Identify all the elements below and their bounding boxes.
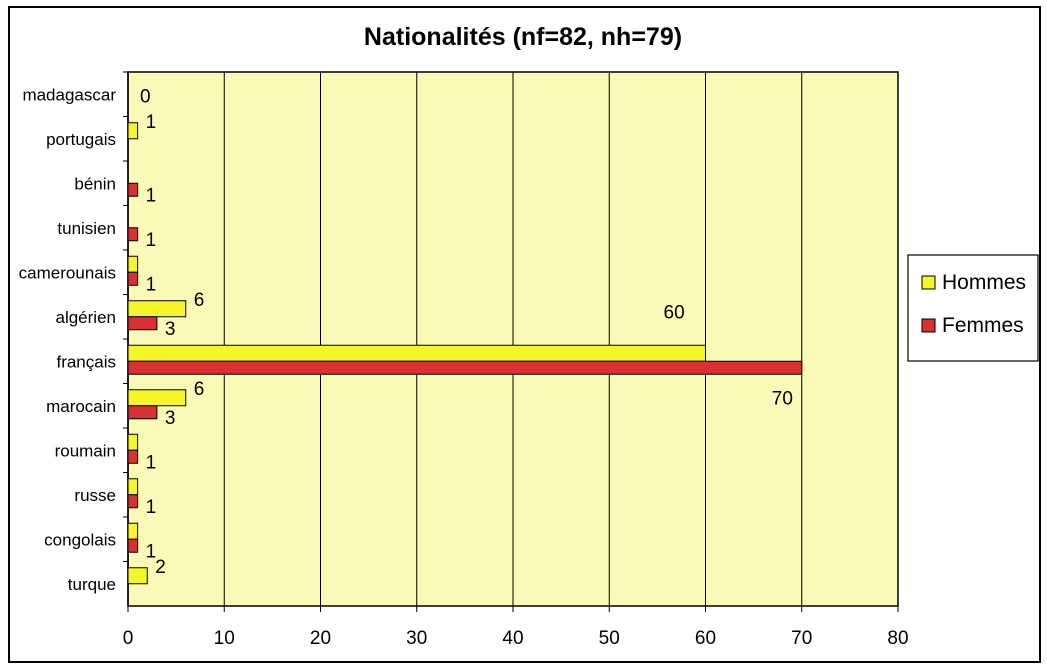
bar-femmes [127, 271, 139, 286]
bar-hommes [127, 478, 139, 496]
bar-hommes [127, 389, 187, 407]
bar-hommes [127, 433, 139, 451]
legend-swatch [921, 318, 936, 333]
data-label: 2 [155, 557, 166, 578]
bar-hommes [127, 255, 139, 273]
category-label: marocain [46, 397, 116, 416]
category-label: roumain [55, 441, 116, 460]
bar-hommes [127, 300, 187, 318]
category-label: turque [68, 575, 116, 594]
data-label: 6 [194, 290, 205, 311]
x-tick-label: 0 [123, 628, 134, 649]
bar-femmes [127, 494, 139, 509]
category-label: portugais [46, 130, 116, 149]
data-label: 0 [140, 86, 151, 107]
bar-hommes [127, 122, 139, 140]
category-label: algérien [56, 308, 117, 327]
x-tick-label: 70 [791, 628, 812, 649]
data-label: 3 [165, 319, 176, 340]
x-tick-label: 80 [887, 628, 908, 649]
bar-hommes [127, 522, 139, 540]
category-label: congolais [44, 530, 116, 549]
data-label: 1 [146, 185, 157, 206]
data-label: 6 [194, 379, 205, 400]
x-tick-label: 60 [695, 628, 716, 649]
data-label: 60 [664, 302, 685, 323]
bar-femmes [127, 538, 139, 553]
category-label: tunisien [57, 219, 116, 238]
bar-femmes [127, 182, 139, 197]
category-label: camerounais [19, 263, 116, 282]
legend-box [907, 254, 1039, 362]
x-tick-label: 20 [310, 628, 331, 649]
bar-femmes [127, 360, 803, 375]
category-label: bénin [74, 174, 116, 193]
data-label: 1 [146, 497, 157, 518]
category-label: russe [74, 486, 116, 505]
data-label: 1 [146, 274, 157, 295]
legend-label: Femmes [942, 314, 1024, 337]
legend-swatch [921, 275, 936, 290]
bar-hommes [127, 567, 148, 585]
x-tick-label: 10 [214, 628, 235, 649]
data-label: 1 [146, 112, 157, 133]
bar-femmes [127, 316, 158, 331]
category-label: madagascar [22, 85, 116, 104]
x-tick-label: 50 [599, 628, 620, 649]
bar-femmes [127, 405, 158, 420]
bar-femmes [127, 227, 139, 242]
legend-label: Hommes [942, 271, 1026, 294]
bar-femmes [127, 449, 139, 464]
data-label: 1 [146, 230, 157, 251]
x-tick-label: 40 [502, 628, 523, 649]
x-tick-label: 30 [406, 628, 427, 649]
data-label: 70 [772, 388, 793, 409]
data-label: 1 [146, 452, 157, 473]
data-label: 1 [146, 541, 157, 562]
bar-hommes [127, 344, 706, 362]
category-label: français [56, 352, 116, 371]
data-label: 3 [165, 408, 176, 429]
chart-title: Nationalités (nf=82, nh=79) [364, 23, 682, 51]
